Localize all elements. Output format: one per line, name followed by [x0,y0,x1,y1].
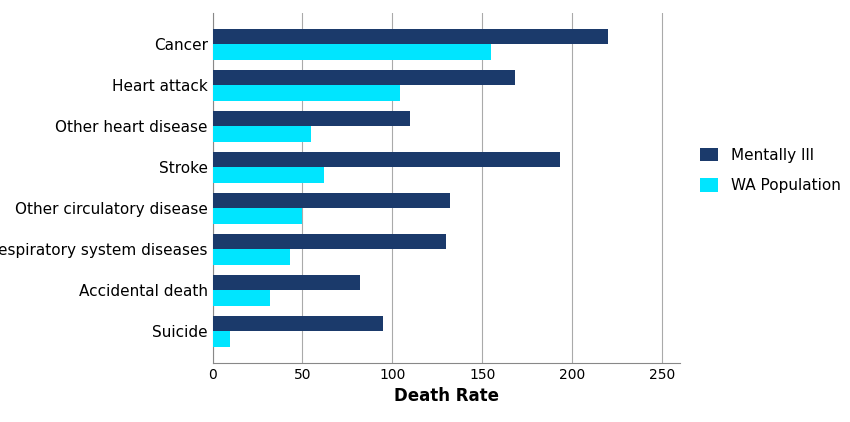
Bar [212,151,559,167]
Legend: Mentally Ill, WA Population: Mentally Ill, WA Population [692,140,848,200]
X-axis label: Death Rate: Death Rate [394,387,499,406]
Bar [212,111,411,126]
Bar [212,208,303,224]
Bar [212,29,608,44]
Bar [212,167,324,183]
Bar [212,275,360,290]
Bar [212,316,383,331]
Bar [212,44,491,60]
Bar [212,331,230,347]
Bar [212,70,514,85]
Bar [212,249,290,265]
Bar [212,126,311,142]
Bar [212,234,446,249]
Bar [212,290,270,306]
Bar [212,193,450,208]
Bar [212,85,400,101]
